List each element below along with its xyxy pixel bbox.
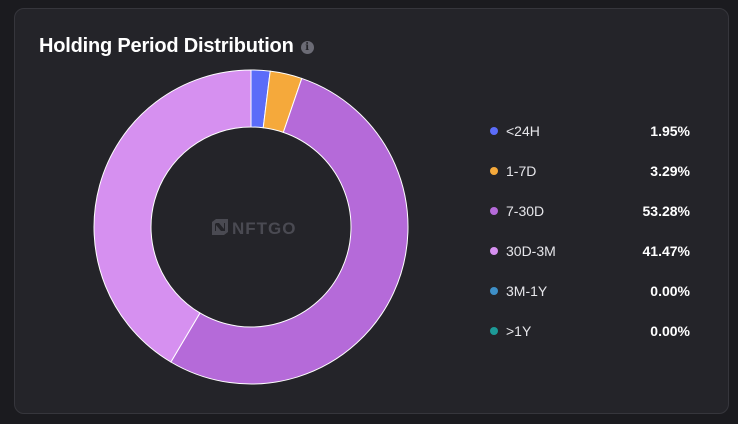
legend-value: 0.00% xyxy=(650,283,690,299)
legend-label: 7-30D xyxy=(506,203,545,219)
chart-legend: <24H 1.95% 1-7D 3.29% 7-30D 53.28% 30D-3M 41.47… xyxy=(490,111,690,351)
legend-item[interactable]: 30D-3M 41.47% xyxy=(490,231,690,271)
nftgo-logo-icon xyxy=(212,219,228,235)
legend-value: 53.28% xyxy=(642,203,690,219)
holding-period-card: Holding Period Distribution i NFTGO <24H… xyxy=(14,8,729,414)
legend-item[interactable]: 3M-1Y 0.00% xyxy=(490,271,690,311)
legend-label: >1Y xyxy=(506,323,532,339)
watermark: NFTGO xyxy=(212,219,297,238)
legend-value: 3.29% xyxy=(650,163,690,179)
donut-slices xyxy=(93,69,409,385)
legend-dot xyxy=(490,127,498,135)
legend-label: <24H xyxy=(506,123,540,139)
legend-dot xyxy=(490,327,498,335)
legend-value: 1.95% xyxy=(650,123,690,139)
legend-dot xyxy=(490,247,498,255)
legend-value: 0.00% xyxy=(650,323,690,339)
watermark-text: NFTGO xyxy=(232,219,297,238)
donut-chart: NFTGO xyxy=(93,69,409,385)
legend-dot xyxy=(490,167,498,175)
legend-label: 3M-1Y xyxy=(506,283,548,299)
legend-dot xyxy=(490,207,498,215)
legend-label: 1-7D xyxy=(506,163,537,179)
card-header: Holding Period Distribution i xyxy=(39,35,314,58)
legend-value: 41.47% xyxy=(642,243,690,259)
donut-slice-3[interactable] xyxy=(170,77,409,385)
legend-item[interactable]: 1-7D 3.29% xyxy=(490,151,690,191)
info-icon[interactable]: i xyxy=(300,41,314,54)
legend-label: 30D-3M xyxy=(506,243,556,259)
legend-item[interactable]: >1Y 0.00% xyxy=(490,311,690,351)
donut-slice-4[interactable] xyxy=(93,69,252,363)
legend-item[interactable]: <24H 1.95% xyxy=(490,111,690,151)
card-title: Holding Period Distribution xyxy=(39,35,294,57)
legend-item[interactable]: 7-30D 53.28% xyxy=(490,191,690,231)
legend-dot xyxy=(490,287,498,295)
